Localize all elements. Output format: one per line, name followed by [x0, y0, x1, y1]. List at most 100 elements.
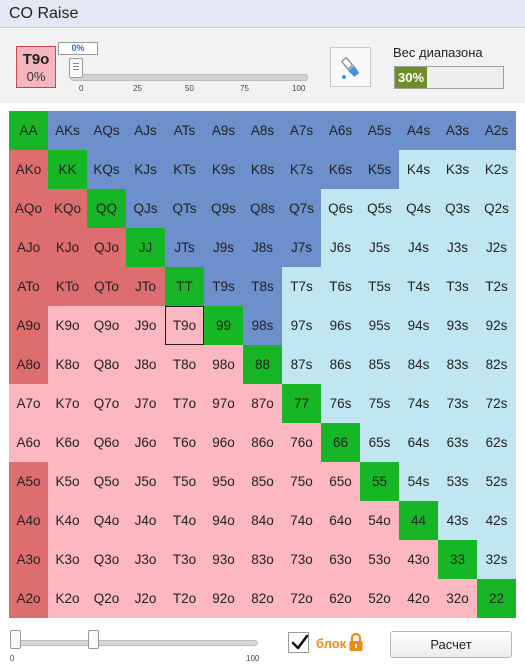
hand-cell[interactable]: 96s — [321, 306, 360, 345]
hand-cell[interactable]: K3s — [438, 150, 477, 189]
hand-cell[interactable]: T6o — [165, 423, 204, 462]
hand-cell[interactable]: 82s — [477, 345, 516, 384]
hand-cell[interactable]: 94o — [204, 501, 243, 540]
hand-cell[interactable]: JJ — [126, 228, 165, 267]
hand-cell[interactable]: T8o — [165, 345, 204, 384]
hand-cell[interactable]: J7o — [126, 384, 165, 423]
hand-cell[interactable]: QTo — [87, 267, 126, 306]
hand-cell[interactable]: 63s — [438, 423, 477, 462]
hand-cell[interactable]: K8o — [48, 345, 87, 384]
hand-cell[interactable]: KK — [48, 150, 87, 189]
hand-cell[interactable]: 95s — [360, 306, 399, 345]
hand-cell[interactable]: 85o — [243, 462, 282, 501]
hand-cell[interactable]: A7s — [282, 111, 321, 150]
hand-cell[interactable]: T2s — [477, 267, 516, 306]
range-slider-min-thumb[interactable] — [10, 630, 21, 649]
hand-cell[interactable]: 72s — [477, 384, 516, 423]
hand-cell[interactable]: K2s — [477, 150, 516, 189]
hand-cell[interactable]: A8s — [243, 111, 282, 150]
hand-cell[interactable]: T7s — [282, 267, 321, 306]
hand-cell[interactable]: 86o — [243, 423, 282, 462]
hand-cell[interactable]: T4o — [165, 501, 204, 540]
hand-cell[interactable]: A4s — [399, 111, 438, 150]
hand-cell[interactable]: J9s — [204, 228, 243, 267]
hand-cell[interactable]: ATs — [165, 111, 204, 150]
hand-cell[interactable]: Q6s — [321, 189, 360, 228]
hand-cell[interactable]: A4o — [9, 501, 48, 540]
hand-cell[interactable]: JTs — [165, 228, 204, 267]
hand-cell[interactable]: K9s — [204, 150, 243, 189]
hand-cell[interactable]: A3o — [9, 540, 48, 579]
hand-cell[interactable]: 53o — [360, 540, 399, 579]
hand-cell[interactable]: 73o — [282, 540, 321, 579]
hand-cell[interactable]: 53s — [438, 462, 477, 501]
hand-cell[interactable]: T9o — [165, 306, 204, 345]
hand-cell[interactable]: JTo — [126, 267, 165, 306]
hand-cell[interactable]: J6s — [321, 228, 360, 267]
calculate-button[interactable]: Расчет — [390, 631, 512, 658]
hand-cell[interactable]: J4o — [126, 501, 165, 540]
hand-cell[interactable]: 76s — [321, 384, 360, 423]
hand-cell[interactable]: QQ — [87, 189, 126, 228]
hand-cell[interactable]: Q4s — [399, 189, 438, 228]
hand-cell[interactable]: AA — [9, 111, 48, 150]
hand-cell[interactable]: 22 — [477, 579, 516, 618]
hand-cell[interactable]: Q6o — [87, 423, 126, 462]
hand-cell[interactable]: 96o — [204, 423, 243, 462]
hand-cell[interactable]: Q3o — [87, 540, 126, 579]
hand-cell[interactable]: 43s — [438, 501, 477, 540]
hand-cell[interactable]: A3s — [438, 111, 477, 150]
hand-cell[interactable]: AQs — [87, 111, 126, 150]
hand-cell[interactable]: K5o — [48, 462, 87, 501]
hand-cell[interactable]: A9o — [9, 306, 48, 345]
hand-cell[interactable]: K4s — [399, 150, 438, 189]
hand-cell[interactable]: K7s — [282, 150, 321, 189]
hand-cell[interactable]: J6o — [126, 423, 165, 462]
range-slider-track[interactable] — [12, 640, 258, 646]
hand-cell[interactable]: Q5s — [360, 189, 399, 228]
hand-cell[interactable]: K6s — [321, 150, 360, 189]
hand-cell[interactable]: 76o — [282, 423, 321, 462]
hand-cell[interactable]: 43o — [399, 540, 438, 579]
block-checkbox[interactable] — [288, 632, 309, 653]
frequency-slider-track[interactable] — [70, 74, 308, 81]
hand-cell[interactable]: Q3s — [438, 189, 477, 228]
hand-cell[interactable]: T5o — [165, 462, 204, 501]
hand-cell[interactable]: 33 — [438, 540, 477, 579]
hand-cell[interactable]: 65s — [360, 423, 399, 462]
hand-cell[interactable]: 92o — [204, 579, 243, 618]
hand-cell[interactable]: 44 — [399, 501, 438, 540]
hand-cell[interactable]: 42o — [399, 579, 438, 618]
paint-brush-button[interactable] — [330, 47, 371, 87]
hand-cell[interactable]: T5s — [360, 267, 399, 306]
hand-cell[interactable]: T3o — [165, 540, 204, 579]
hand-cell[interactable]: 32s — [477, 540, 516, 579]
hand-cell[interactable]: 64s — [399, 423, 438, 462]
hand-cell[interactable]: 42s — [477, 501, 516, 540]
hand-cell[interactable]: 54o — [360, 501, 399, 540]
hand-cell[interactable]: 62o — [321, 579, 360, 618]
hand-cell[interactable]: K8s — [243, 150, 282, 189]
hand-cell[interactable]: KQo — [48, 189, 87, 228]
hand-cell[interactable]: AKs — [48, 111, 87, 150]
hand-cell[interactable]: 95o — [204, 462, 243, 501]
frequency-slider-thumb[interactable] — [69, 58, 83, 78]
hand-cell[interactable]: Q8s — [243, 189, 282, 228]
hand-cell[interactable]: J3o — [126, 540, 165, 579]
hand-cell[interactable]: A7o — [9, 384, 48, 423]
hand-cell[interactable]: A9s — [204, 111, 243, 150]
hand-cell[interactable]: 83o — [243, 540, 282, 579]
hand-cell[interactable]: 97o — [204, 384, 243, 423]
hand-cell[interactable]: ATo — [9, 267, 48, 306]
hand-cell[interactable]: Q7o — [87, 384, 126, 423]
hand-cell[interactable]: 83s — [438, 345, 477, 384]
hand-cell[interactable]: 63o — [321, 540, 360, 579]
hand-cell[interactable]: J2s — [477, 228, 516, 267]
hand-cell[interactable]: 87o — [243, 384, 282, 423]
hand-cell[interactable]: 99 — [204, 306, 243, 345]
hand-cell[interactable]: 66 — [321, 423, 360, 462]
hand-cell[interactable]: 88 — [243, 345, 282, 384]
hand-cell[interactable]: A6o — [9, 423, 48, 462]
hand-cell[interactable]: Q8o — [87, 345, 126, 384]
hand-cell[interactable]: Q9s — [204, 189, 243, 228]
